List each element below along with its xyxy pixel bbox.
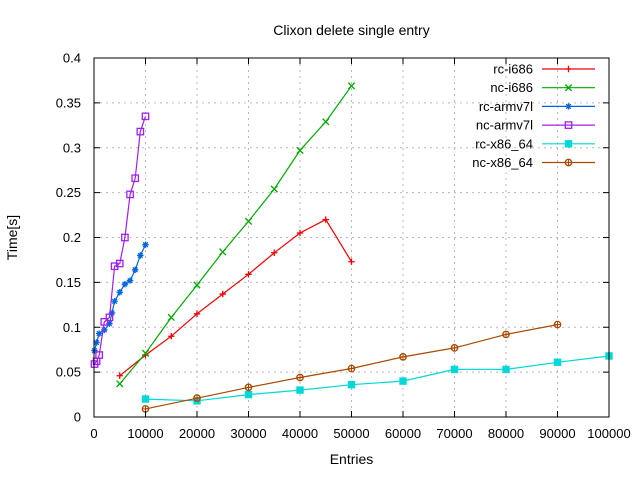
series-rc-armv7l (91, 241, 149, 354)
legend-label-nc-x86_64: nc-x86_64 (472, 155, 533, 170)
legend-label-rc-i686: rc-i686 (493, 62, 533, 77)
x-tick-label: 70000 (436, 426, 472, 441)
legend: rc-i686 nc-i686 rc-armv7l nc-armv7l rc-x86_6… (472, 62, 595, 170)
series-rc-i686 (116, 216, 355, 379)
y-tick-label: 0 (74, 410, 81, 425)
x-tick-label: 60000 (385, 426, 421, 441)
legend-marker-rc-i686 (565, 65, 572, 73)
y-tick-labels: 0 0.05 0.1 0.15 0.2 0.25 0.3 0.35 0.4 (56, 51, 81, 425)
x-tick-label: 100000 (587, 426, 630, 441)
legend-marker-rc-armv7l (565, 103, 572, 110)
y-axis-label: Time[s] (4, 215, 20, 260)
y-tick-label: 0.05 (56, 365, 81, 380)
series-markers-nc-armv7l (90, 112, 150, 368)
x-tick-label: 0 (90, 426, 97, 441)
series-markers-nc-i686 (116, 82, 356, 388)
grid (94, 58, 609, 417)
axis-ticks (93, 57, 610, 418)
series-line-rc-x86_64 (145, 355, 610, 402)
x-tick-label: 80000 (488, 426, 524, 441)
series-nc-i686 (116, 82, 356, 388)
y-tick-label: 0.35 (56, 95, 81, 110)
x-tick-label: 40000 (282, 426, 318, 441)
x-tick-label: 10000 (127, 426, 163, 441)
legend-label-nc-armv7l: nc-armv7l (476, 118, 533, 133)
series-markers-rc-armv7l (91, 241, 149, 354)
series-line-rc-i686 (119, 218, 353, 377)
x-tick-labels: 0 10000 20000 30000 40000 50000 60000 70000 8000… (90, 426, 630, 441)
x-tick-label: 20000 (179, 426, 215, 441)
legend-label-rc-armv7l: rc-armv7l (479, 99, 533, 114)
legend-marker-nc-i686 (564, 84, 573, 92)
legend-label-rc-x86_64: rc-x86_64 (475, 136, 533, 151)
y-tick-label: 0.15 (56, 275, 81, 290)
series-markers-nc-x86_64 (141, 320, 562, 413)
legend-marker-nc-armv7l (564, 121, 573, 129)
x-tick-label: 30000 (230, 426, 266, 441)
y-tick-label: 0.1 (63, 320, 81, 335)
x-tick-label: 50000 (333, 426, 369, 441)
y-tick-label: 0.2 (63, 230, 81, 245)
legend-marker-nc-x86_64 (564, 158, 573, 167)
x-tick-label: 90000 (539, 426, 575, 441)
y-tick-label: 0.25 (56, 185, 81, 200)
series-line-nc-i686 (119, 85, 352, 385)
y-tick-label: 0.4 (63, 51, 81, 66)
x-axis-label: Entries (330, 451, 374, 467)
series-markers-rc-i686 (116, 216, 355, 379)
series-nc-armv7l (90, 112, 150, 368)
y-tick-label: 0.3 (63, 140, 81, 155)
series-nc-x86_64 (141, 320, 562, 413)
legend-label-nc-i686: nc-i686 (490, 80, 533, 95)
legend-marker-rc-x86_64 (564, 140, 573, 148)
chart-title: Clixon delete single entry (273, 22, 429, 38)
